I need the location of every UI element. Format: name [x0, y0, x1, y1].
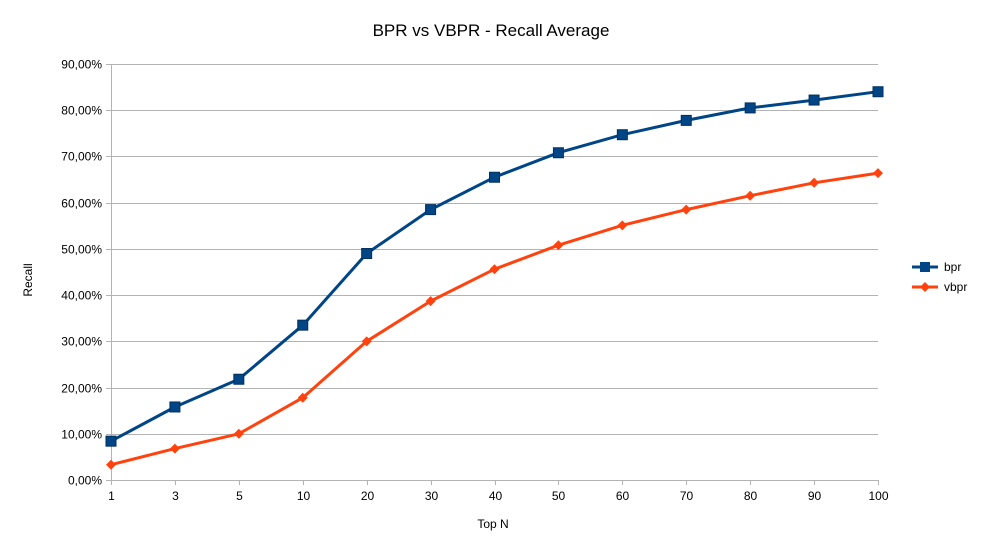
data-point-bpr — [297, 319, 309, 331]
x-tick-label: 70 — [680, 489, 694, 503]
series-layer — [105, 86, 884, 470]
data-point-vbpr — [169, 443, 180, 454]
legend: bpr vbpr — [912, 260, 967, 294]
x-axis-title: Top N — [477, 517, 508, 531]
legend-marker-vbpr — [920, 282, 930, 292]
y-tick-label: 70,00% — [61, 150, 102, 164]
x-tick-label: 80 — [744, 489, 758, 503]
data-point-vbpr — [873, 168, 883, 179]
data-point-bpr — [489, 171, 500, 183]
data-point-vbpr — [681, 204, 692, 215]
x-tick-label: 1 — [108, 489, 115, 503]
data-point-bpr — [425, 204, 437, 216]
x-tick-label: 10 — [297, 489, 311, 503]
chart-title: BPR vs VBPR - Recall Average — [373, 21, 610, 40]
data-point-bpr — [744, 102, 756, 114]
data-point-vbpr — [425, 296, 436, 307]
data-point-bpr — [169, 401, 181, 413]
data-point-bpr — [552, 147, 564, 159]
data-point-bpr — [233, 373, 245, 385]
x-tick-label: 5 — [236, 489, 243, 503]
y-tick-label: 30,00% — [61, 335, 102, 349]
data-point-vbpr — [617, 220, 628, 231]
data-point-vbpr — [553, 240, 564, 251]
x-tick-label: 20 — [361, 489, 375, 503]
x-tick-label: 50 — [552, 489, 566, 503]
legend-marker-bpr — [920, 262, 930, 272]
data-point-vbpr — [361, 336, 372, 347]
y-tick-labels: 0,00% 10,00% 20,00% 30,00% 40,00% 50,00% 60,00… — [61, 58, 102, 488]
series-line-vbpr — [110, 171, 879, 467]
y-tick-label: 40,00% — [61, 289, 102, 303]
gridlines — [106, 64, 878, 481]
x-tick-label: 40 — [489, 489, 503, 503]
x-tick-labels: 1 3 5 10 20 30 40 50 60 70 80 90 100 — [108, 480, 889, 503]
y-tick-label: 10,00% — [61, 428, 102, 442]
x-tick-label: 30 — [425, 489, 439, 503]
data-point-vbpr — [233, 428, 244, 439]
y-tick-label: 20,00% — [61, 382, 102, 396]
y-tick-label: 90,00% — [61, 58, 102, 72]
data-point-vbpr — [745, 190, 756, 201]
x-tick-label: 60 — [616, 489, 630, 503]
y-tick-label: 80,00% — [61, 104, 102, 118]
x-tick-label: 100 — [868, 489, 888, 503]
legend-label-bpr: bpr — [944, 260, 961, 274]
legend-label-vbpr: vbpr — [944, 280, 967, 294]
x-tick-label: 90 — [808, 489, 822, 503]
data-point-vbpr — [489, 264, 500, 275]
y-tick-label: 60,00% — [61, 197, 102, 211]
y-tick-label: 50,00% — [61, 243, 102, 257]
data-point-bpr — [808, 94, 820, 106]
x-tick-label: 3 — [172, 489, 179, 503]
data-point-bpr — [680, 114, 692, 126]
y-axis-title: Recall — [21, 263, 35, 296]
y-tick-label: 0,00% — [68, 474, 102, 488]
data-point-vbpr — [297, 392, 308, 403]
data-point-bpr — [616, 129, 628, 141]
data-point-bpr — [872, 86, 884, 98]
data-point-vbpr — [809, 177, 820, 188]
data-point-bpr — [361, 248, 373, 260]
data-point-vbpr — [106, 459, 116, 470]
data-point-bpr — [105, 435, 117, 447]
